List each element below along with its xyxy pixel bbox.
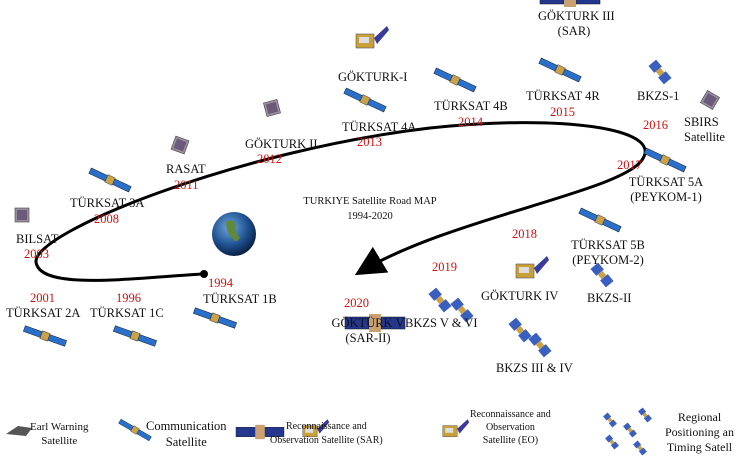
title-years: 1994-2020	[347, 211, 393, 222]
early-warning-satellite-icon	[6, 426, 32, 436]
sbirs-icon	[699, 89, 721, 111]
legend-label: Observation Satellite (SAR)	[270, 435, 383, 446]
start-dot	[200, 270, 208, 278]
name: GÖKTURK III	[538, 9, 615, 23]
bkzs-1-icon	[648, 59, 672, 85]
label-bkzs-2: BKZS-II	[587, 291, 632, 305]
name-suffix: (SAR)	[557, 24, 591, 38]
year-1994: 1994	[208, 276, 233, 290]
legend-label: Regional	[677, 410, 722, 424]
label-turksat-1b: TÜRKSAT 1B	[203, 292, 277, 306]
label-gokturk-3: GÖKTURK III (SAR)	[538, 9, 615, 39]
turksat-1b-icon	[192, 306, 238, 330]
year-2003: 2003	[24, 247, 49, 261]
label-gokturk-5: GÖKTÜRK V (SAR-II)	[328, 316, 408, 346]
legend-label: Satellite (EO)	[482, 435, 539, 446]
roadmap-path	[34, 121, 647, 282]
label-bilsat: BILSAT	[16, 232, 59, 246]
turksat-5b-icon	[578, 206, 622, 234]
legend-label: Satellite	[165, 435, 207, 449]
title-line: TURKIYE Satellite Road MAP	[303, 196, 437, 207]
name: GÖKTÜRK V	[331, 316, 405, 330]
turksat-4b-icon	[433, 66, 477, 94]
eo-satellite-icon	[442, 418, 470, 438]
legend-label: Communication	[146, 419, 227, 433]
year-2017: 2017	[617, 158, 642, 172]
year-2014: 2014	[458, 115, 483, 129]
bkzs-3-4-icon	[528, 332, 552, 358]
label-turksat-5a: TÜRKSAT 5A (PEYKOM-1)	[624, 175, 708, 205]
label-turksat-5b: TÜRKSAT 5B (PEYKOM-2)	[566, 238, 650, 268]
turksat-3a-icon	[88, 166, 132, 194]
gokturk-3-icon	[539, 0, 601, 8]
turksat-5a-icon	[643, 146, 687, 174]
legend-sar: Reconnaissance and Observation Satellite…	[270, 420, 383, 448]
label-sbirs: SBIRS Satellite	[684, 115, 725, 145]
name: SBIRS	[684, 115, 719, 129]
label-gokturk-4: GÖKTURK IV	[481, 289, 559, 303]
label-turksat-4r: TÜRKSAT 4R	[526, 89, 600, 103]
rasat-icon	[170, 135, 190, 155]
year-1996: 1996	[116, 291, 141, 305]
year-2001: 2001	[30, 291, 55, 305]
label-bkzs-3-4: BKZS III & IV	[496, 361, 573, 375]
gokturk-2-icon	[262, 98, 282, 118]
label-bkzs-5-6: BKZS V & VI	[405, 316, 478, 330]
year-2016: 2016	[643, 118, 668, 132]
label-turksat-2a: TÜRKSAT 2A	[6, 306, 81, 320]
label-turksat-4a: TÜRKSAT 4A	[342, 120, 417, 134]
legend-label: Timing Satell	[666, 440, 733, 454]
legend-positioning: Regional Positioning an Timing Satell	[665, 410, 734, 455]
label-turksat-4b: TÜRKSAT 4B	[434, 99, 508, 113]
legend-eo: Reconnaissance and Observation Satellite…	[470, 408, 551, 447]
bilsat-icon	[14, 207, 30, 223]
turksat-4r-icon	[538, 56, 582, 84]
label-bkzs-1: BKZS-1	[637, 89, 680, 103]
label-gokturk-1: GÖKTURK-I	[338, 70, 408, 84]
gokturk-4-icon	[515, 255, 550, 279]
legend-label: Earl Warning	[30, 421, 89, 433]
year-2012: 2012	[257, 152, 282, 166]
legend-communication: Communication Satellite	[146, 418, 227, 450]
year-2019: 2019	[432, 260, 457, 274]
year-2020: 2020	[344, 296, 369, 310]
name-suffix: (PEYKOM-1)	[630, 190, 702, 204]
name: TÜRKSAT 5A	[628, 175, 704, 189]
turksat-2a-icon	[22, 324, 68, 348]
label-turksat-1c: TÜRKSAT 1C	[90, 306, 164, 320]
label-rasat: RASAT	[166, 162, 206, 176]
positioning-satellite-icon	[603, 407, 652, 456]
label-turksat-3a: TÜRKSAT 3A	[70, 196, 145, 210]
gokturk-1-icon	[355, 25, 390, 49]
name-suffix: (PEYKOM-2)	[572, 253, 644, 267]
diagram-title: TURKIYE Satellite Road MAP 1994-2020	[300, 194, 440, 224]
legend-label: Positioning an	[665, 425, 735, 439]
year-2011: 2011	[174, 178, 199, 192]
name: TÜRKSAT 5B	[571, 238, 645, 252]
year-2015: 2015	[550, 105, 575, 119]
legend-early-warning: Earl Warning Satellite	[30, 420, 88, 448]
name-suffix: (SAR-II)	[345, 331, 391, 345]
year-2008: 2008	[94, 212, 119, 226]
year-2018: 2018	[512, 227, 537, 241]
turksat-1c-icon	[112, 324, 158, 348]
year-2013: 2013	[357, 135, 382, 149]
name-suffix: Satellite	[684, 130, 725, 144]
legend-label: Reconnaissance and	[285, 421, 367, 432]
bkzs-5-6-icon	[428, 287, 452, 313]
legend-label: Reconnaissance and	[470, 409, 551, 420]
legend-label: Satellite	[41, 435, 78, 447]
legend-label: Observation	[485, 422, 535, 433]
turksat-4a-icon	[343, 86, 387, 114]
label-gokturk-2: GÖKTURK II	[245, 137, 318, 151]
bkzs-3-4-icon	[508, 317, 532, 343]
